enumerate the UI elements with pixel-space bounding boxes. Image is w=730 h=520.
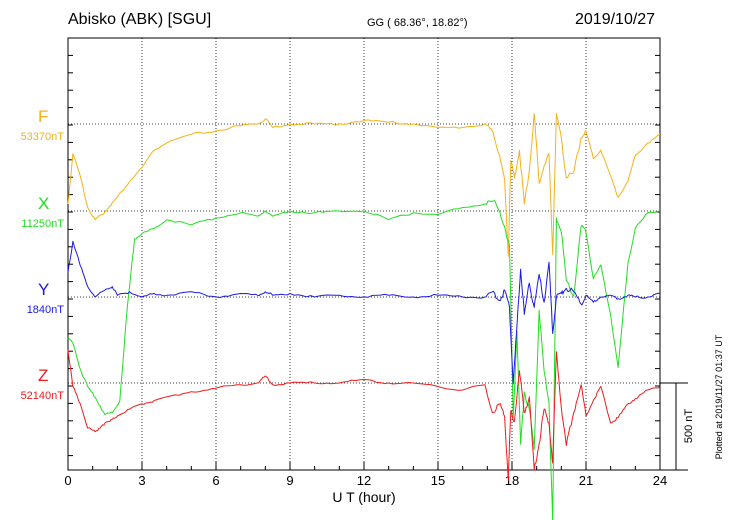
component-letter-z: Z — [38, 366, 49, 385]
series-line-y — [67, 240, 661, 385]
x-tick-label: 12 — [357, 473, 371, 488]
scale-bar-label: 500 nT — [683, 409, 695, 444]
x-tick-label: 18 — [505, 473, 519, 488]
component-baseline-f: 53370nT — [20, 131, 64, 143]
series-line-x — [67, 200, 661, 520]
series-lines — [67, 113, 661, 520]
series-line-z — [67, 349, 661, 481]
component-letter-x: X — [38, 194, 50, 213]
plotted-timestamp: Plotted at 2019/11/27 01:37 UT — [714, 334, 724, 459]
x-tick-label: 6 — [212, 473, 219, 488]
scale-bar-group: 500 nT — [660, 382, 695, 471]
x-tick-label: 21 — [579, 473, 593, 488]
component-letter-y: Y — [38, 280, 50, 299]
x-axis-label: U T (hour) — [332, 489, 395, 505]
x-tick-label: 3 — [138, 473, 145, 488]
series-line-f — [67, 113, 661, 257]
x-tick-label: 24 — [653, 473, 667, 488]
component-baseline-z: 52140nT — [20, 390, 64, 402]
component-baseline-x: 11250nT — [21, 218, 64, 230]
x-tick-label: 15 — [431, 473, 445, 488]
component-baseline-y: 1840nT — [26, 304, 64, 316]
plot-date: 2019/10/27 — [575, 11, 656, 28]
geographic-coordinates: GG ( 68.36°, 18.82°) — [367, 17, 468, 29]
x-tick-label: 0 — [64, 473, 71, 488]
x-tick-label: 9 — [286, 473, 293, 488]
component-letter-f: F — [38, 107, 49, 126]
station-title: Abisko (ABK) [SGU] — [68, 11, 212, 28]
axis-ticks: 0 3 6 9 12 15 18 21 24 — [64, 54, 667, 488]
grid-lines — [141, 38, 587, 470]
